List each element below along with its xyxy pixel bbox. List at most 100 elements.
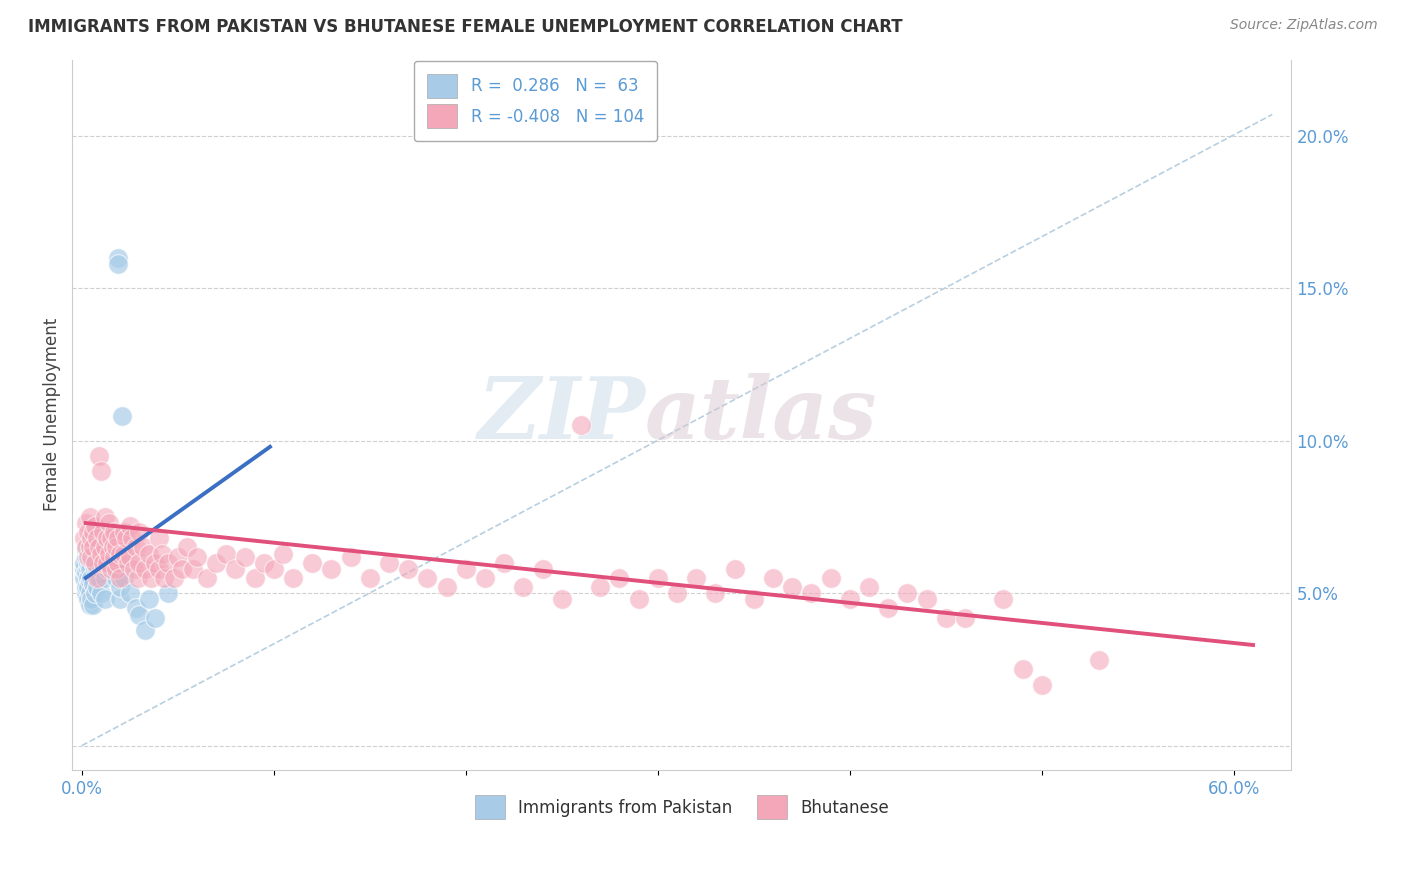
Point xyxy=(73,531,96,545)
Point xyxy=(105,571,128,585)
Point xyxy=(647,571,669,585)
Point xyxy=(73,562,96,576)
Point xyxy=(84,519,107,533)
Point xyxy=(76,525,98,540)
Point xyxy=(858,580,880,594)
Point xyxy=(79,586,101,600)
Point xyxy=(84,556,107,570)
Point xyxy=(148,531,170,545)
Point xyxy=(301,556,323,570)
Point xyxy=(84,562,107,576)
Point xyxy=(915,592,938,607)
Point xyxy=(97,531,120,545)
Legend: Immigrants from Pakistan, Bhutanese: Immigrants from Pakistan, Bhutanese xyxy=(468,789,896,826)
Point xyxy=(838,592,860,607)
Point xyxy=(877,601,900,615)
Point xyxy=(80,571,103,585)
Point xyxy=(90,464,112,478)
Point xyxy=(105,541,128,555)
Point xyxy=(118,549,141,564)
Point xyxy=(531,562,554,576)
Point xyxy=(100,556,122,570)
Point xyxy=(157,586,180,600)
Point xyxy=(112,571,135,585)
Point xyxy=(97,547,120,561)
Point xyxy=(79,556,101,570)
Point xyxy=(685,571,707,585)
Point xyxy=(76,571,98,585)
Point xyxy=(263,562,285,576)
Point xyxy=(112,547,135,561)
Point xyxy=(118,519,141,533)
Y-axis label: Female Unemployment: Female Unemployment xyxy=(44,318,60,511)
Point xyxy=(86,580,108,594)
Point xyxy=(128,607,150,622)
Point xyxy=(96,556,118,570)
Point xyxy=(170,562,193,576)
Point xyxy=(75,580,97,594)
Point xyxy=(91,556,114,570)
Point xyxy=(76,549,98,564)
Point xyxy=(117,556,139,570)
Point xyxy=(138,592,160,607)
Point xyxy=(86,541,108,555)
Point xyxy=(122,562,145,576)
Point xyxy=(143,610,166,624)
Point xyxy=(820,571,842,585)
Point xyxy=(128,525,150,540)
Point xyxy=(76,562,98,576)
Point xyxy=(233,549,256,564)
Point xyxy=(76,556,98,570)
Point xyxy=(87,571,110,585)
Point xyxy=(82,577,104,591)
Point xyxy=(148,562,170,576)
Point xyxy=(91,525,114,540)
Point xyxy=(79,574,101,588)
Point xyxy=(87,449,110,463)
Point xyxy=(436,580,458,594)
Point xyxy=(512,580,534,594)
Point xyxy=(105,562,128,576)
Point xyxy=(253,556,276,570)
Point xyxy=(75,543,97,558)
Point xyxy=(87,541,110,555)
Point xyxy=(1088,653,1111,667)
Point xyxy=(454,562,477,576)
Point xyxy=(79,562,101,576)
Point xyxy=(91,556,114,570)
Point xyxy=(75,541,97,555)
Point xyxy=(134,562,156,576)
Point xyxy=(76,580,98,594)
Point xyxy=(73,571,96,585)
Text: ZIP: ZIP xyxy=(478,373,645,457)
Point xyxy=(186,549,208,564)
Point xyxy=(90,586,112,600)
Point xyxy=(80,592,103,607)
Point xyxy=(97,516,120,530)
Point xyxy=(215,547,238,561)
Point xyxy=(124,541,146,555)
Point xyxy=(589,580,612,594)
Point xyxy=(73,556,96,570)
Text: IMMIGRANTS FROM PAKISTAN VS BHUTANESE FEMALE UNEMPLOYMENT CORRELATION CHART: IMMIGRANTS FROM PAKISTAN VS BHUTANESE FE… xyxy=(28,18,903,36)
Point xyxy=(80,549,103,564)
Point xyxy=(896,586,918,600)
Point xyxy=(205,556,228,570)
Point xyxy=(76,592,98,607)
Point xyxy=(79,510,101,524)
Point xyxy=(103,549,125,564)
Point xyxy=(121,531,143,545)
Point xyxy=(75,565,97,579)
Point xyxy=(96,562,118,576)
Point xyxy=(281,571,304,585)
Point xyxy=(111,409,134,424)
Point xyxy=(90,525,112,540)
Point xyxy=(80,534,103,549)
Point xyxy=(378,556,401,570)
Point xyxy=(181,562,204,576)
Point xyxy=(100,531,122,545)
Point xyxy=(86,531,108,545)
Point xyxy=(101,541,124,555)
Point xyxy=(94,571,117,585)
Point xyxy=(107,251,129,265)
